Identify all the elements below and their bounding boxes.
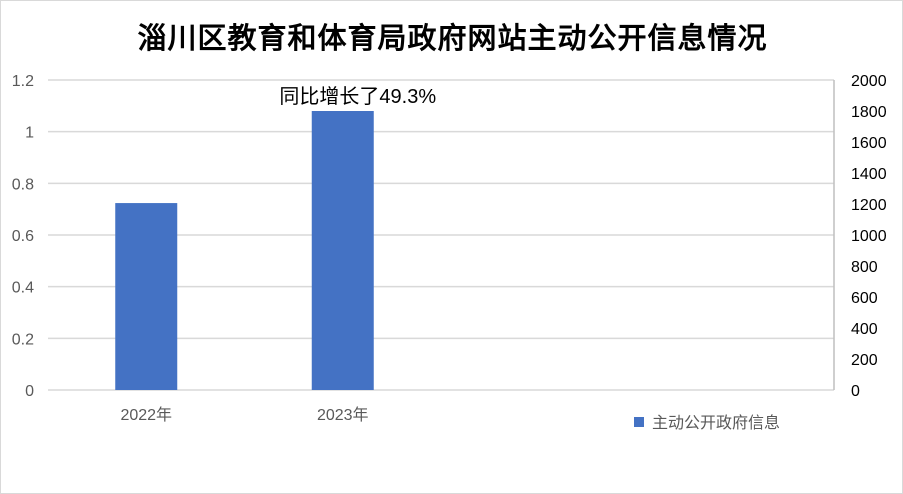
secondary-tick-label: 600 [851,290,878,307]
primary-tick-label: 0 [25,383,34,400]
primary-tick-label: 1 [25,125,34,142]
secondary-tick-label: 400 [851,321,878,338]
secondary-tick-label: 1000 [851,228,887,245]
secondary-tick-label: 0 [851,383,860,400]
primary-tick-label: 0.8 [12,176,34,193]
secondary-tick-label: 2000 [851,73,887,90]
category-label: 2022年 [120,406,172,424]
primary-tick-label: 0.2 [12,331,34,348]
bar [311,111,374,390]
primary-tick-label: 0.4 [12,280,34,297]
secondary-tick-label: 200 [851,352,878,369]
primary-tick-label: 0.6 [12,228,34,245]
bar [115,203,178,390]
category-label: 2023年 [317,406,369,424]
chart-title: 淄川区教育和体育局政府网站主动公开信息情况 [137,21,768,55]
primary-tick-label: 1.2 [12,73,34,90]
secondary-tick-label: 1800 [851,104,887,121]
secondary-tick-label: 800 [851,259,878,276]
legend-label: 主动公开政府信息 [652,414,780,432]
secondary-tick-label: 1200 [851,197,887,214]
secondary-tick-label: 1600 [851,135,887,152]
data-annotation: 同比增长了49.3% [279,85,436,108]
legend-swatch [634,417,644,427]
secondary-tick-label: 1400 [851,166,887,183]
